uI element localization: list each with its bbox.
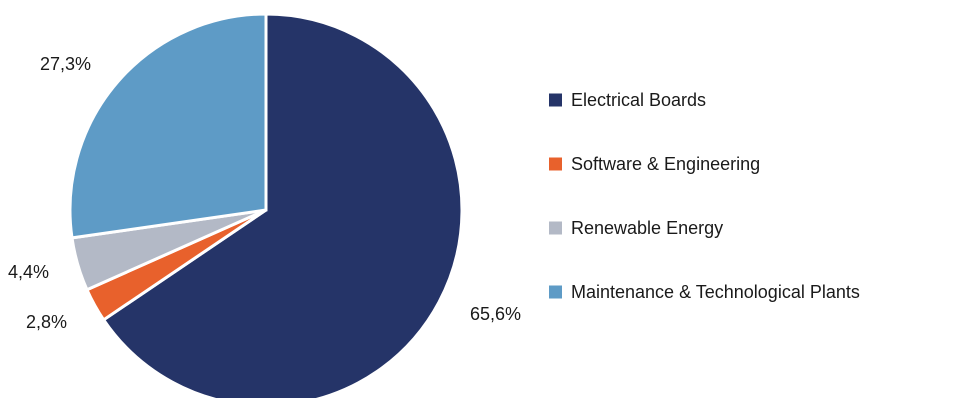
pie-slices (68, 12, 464, 398)
legend-label-renewable-energy: Renewable Energy (571, 218, 723, 238)
legend-swatch-maintenance-technological-plants (549, 285, 562, 299)
legend-label-maintenance-technological-plants: Maintenance & Technological Plants (571, 282, 860, 302)
data-label-renewable-energy: 4,4% (8, 262, 49, 282)
data-label-electrical-boards: 65,6% (470, 304, 521, 324)
legend-label-electrical-boards: Electrical Boards (571, 90, 706, 110)
legend-swatch-software-engineering (549, 157, 562, 171)
legend-label-software-engineering: Software & Engineering (571, 154, 760, 174)
legend-swatch-electrical-boards (549, 93, 562, 107)
legend: Electrical Boards Software & Engineering R… (549, 90, 860, 302)
data-label-maintenance-technological-plants: 27,3% (40, 54, 91, 74)
pie-slice-maintenance-technological-plants (68, 12, 268, 240)
pie-slice-electrical-boards (101, 12, 464, 398)
data-label-software-engineering: 2,8% (26, 312, 67, 332)
legend-swatch-renewable-energy (549, 221, 562, 235)
data-labels: 65,6% 2,8% 4,4% 27,3% (8, 54, 521, 332)
